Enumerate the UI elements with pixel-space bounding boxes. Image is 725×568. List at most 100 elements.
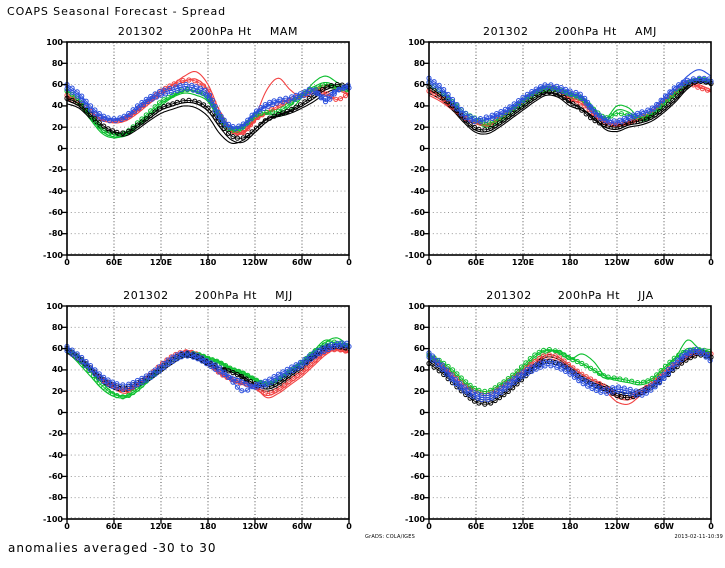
series-black-1 — [428, 81, 712, 135]
series-marker-red-m — [186, 77, 192, 83]
timestamp: 2013-02-11-10:39 — [674, 534, 723, 540]
series-marker-blue-m2 — [312, 353, 318, 359]
y-tick-label: 20 — [413, 386, 425, 396]
series-marker-green-m — [635, 380, 641, 386]
series-marker-green-m — [654, 372, 660, 378]
x-tick-label: 60W — [654, 522, 674, 531]
series-marker-blue-m2 — [101, 116, 107, 122]
series-marker-black-m — [626, 120, 632, 126]
plot-area-jja — [424, 305, 714, 524]
series-marker-black-m — [579, 107, 585, 113]
series-marker-blue-m2 — [436, 87, 442, 93]
series-marker-blue-m2 — [458, 111, 464, 117]
series-marker-blue-m2 — [303, 359, 309, 366]
series-marker-black-m — [674, 93, 680, 99]
series-marker-blue-m2 — [529, 368, 535, 374]
series-marker-green-m — [574, 358, 580, 365]
series-marker-black-m — [109, 128, 116, 134]
y-tick-label: 80 — [413, 58, 425, 68]
series-marker-blue-m1 — [183, 82, 189, 88]
series-marker-blue-m2 — [154, 94, 160, 100]
series-marker-black-m — [186, 97, 192, 104]
series-marker-black-m — [324, 84, 330, 90]
series-marker-blue-m1 — [193, 84, 199, 90]
series-marker-blue-m2 — [679, 357, 685, 363]
series-marker-black-m — [284, 108, 290, 114]
series-marker-blue-m2 — [322, 95, 329, 102]
series-marker-blue-m2 — [434, 362, 441, 368]
series-marker-blue-m2 — [639, 392, 645, 398]
series-marker-blue-m2 — [633, 392, 639, 398]
panel-title: 201302 200hPa Ht AMJ — [429, 25, 711, 39]
series-marker-green-m — [156, 100, 163, 106]
y-tick-label: 80 — [51, 58, 63, 68]
panel-season-label: AMJ — [634, 25, 657, 38]
plot-area-mam — [62, 41, 352, 260]
series-marker-red-m — [281, 382, 287, 388]
series-marker-blue-m2 — [305, 90, 311, 97]
series-marker-blue-m2 — [548, 363, 554, 369]
panel-field-label: 200hPa Ht — [189, 25, 252, 38]
y-tick-label: 40 — [51, 365, 63, 375]
x-tick-label: 120E — [149, 258, 173, 267]
grads-credit: GrADS: COLA/IGES — [365, 534, 415, 540]
series-marker-red-m — [273, 104, 279, 111]
series-marker-blue-m2 — [248, 383, 254, 389]
series-marker-blue-m2 — [466, 391, 472, 397]
series-marker-blue-m2 — [114, 385, 120, 391]
series-marker-black-m — [234, 135, 240, 141]
x-tick-label: 0 — [426, 522, 432, 531]
series-marker-blue-m2 — [96, 114, 102, 120]
series-marker-blue-m2 — [444, 371, 450, 377]
x-tick-label: 180 — [199, 258, 217, 267]
series-marker-green-m — [532, 352, 538, 358]
series-marker-green-m — [218, 360, 224, 366]
series-marker-green-m — [109, 391, 116, 397]
series-marker-blue-m2 — [542, 363, 548, 369]
x-tick-label: 60E — [467, 258, 485, 267]
x-tick-label: 120E — [511, 522, 535, 531]
series-marker-green-m — [315, 84, 321, 90]
series-marker-blue-m2 — [190, 354, 196, 360]
series-marker-black-m — [536, 92, 542, 98]
series-marker-blue-m2 — [140, 102, 147, 108]
series-marker-green-m — [629, 378, 635, 384]
series-marker-blue-m2 — [571, 374, 577, 380]
series-marker-blue-m2 — [74, 93, 80, 99]
series-marker-blue-m2 — [101, 379, 107, 385]
series-marker-blue-m2 — [698, 350, 704, 357]
y-tick-label: -60 — [48, 471, 63, 481]
series-marker-blue-m2 — [452, 380, 458, 387]
series-marker-blue-m1 — [471, 115, 478, 121]
series-marker-blue-m2 — [640, 110, 646, 117]
series-marker-green-m — [231, 367, 237, 373]
y-tick-label: 40 — [413, 101, 425, 111]
series-marker-black-m — [268, 383, 274, 389]
panel-title: 201302 200hPa Ht MAM — [67, 25, 349, 39]
series-marker-green-m — [458, 375, 464, 381]
series-marker-green-m — [557, 349, 563, 356]
series-marker-black-m — [165, 102, 171, 108]
series-marker-blue-m2 — [568, 92, 575, 98]
series-marker-blue-m2 — [533, 88, 539, 94]
y-tick-label: -40 — [410, 450, 425, 460]
series-marker-blue-m2 — [538, 364, 544, 370]
x-tick-label: 0 — [346, 522, 352, 531]
series-marker-black-m — [280, 110, 286, 116]
series-marker-green-m — [649, 375, 655, 382]
series-marker-green-m — [130, 389, 136, 396]
series-marker-black-m — [101, 123, 107, 129]
series-marker-black-m — [565, 98, 572, 104]
series-marker-blue-m1 — [693, 346, 699, 352]
series-marker-blue-m2 — [239, 379, 245, 385]
series-marker-blue-m1 — [582, 95, 588, 102]
series-marker-blue-m2 — [516, 101, 522, 107]
series-marker-blue-m1 — [190, 351, 196, 357]
series-marker-blue-m2 — [273, 377, 279, 383]
series-marker-black-m — [230, 370, 236, 376]
series-marker-blue-m2 — [212, 366, 218, 372]
series-marker-black-m — [302, 99, 308, 105]
series-marker-blue-m2 — [281, 372, 287, 378]
series-marker-blue-m2 — [318, 94, 324, 100]
panel-season-label: JJA — [638, 289, 654, 302]
